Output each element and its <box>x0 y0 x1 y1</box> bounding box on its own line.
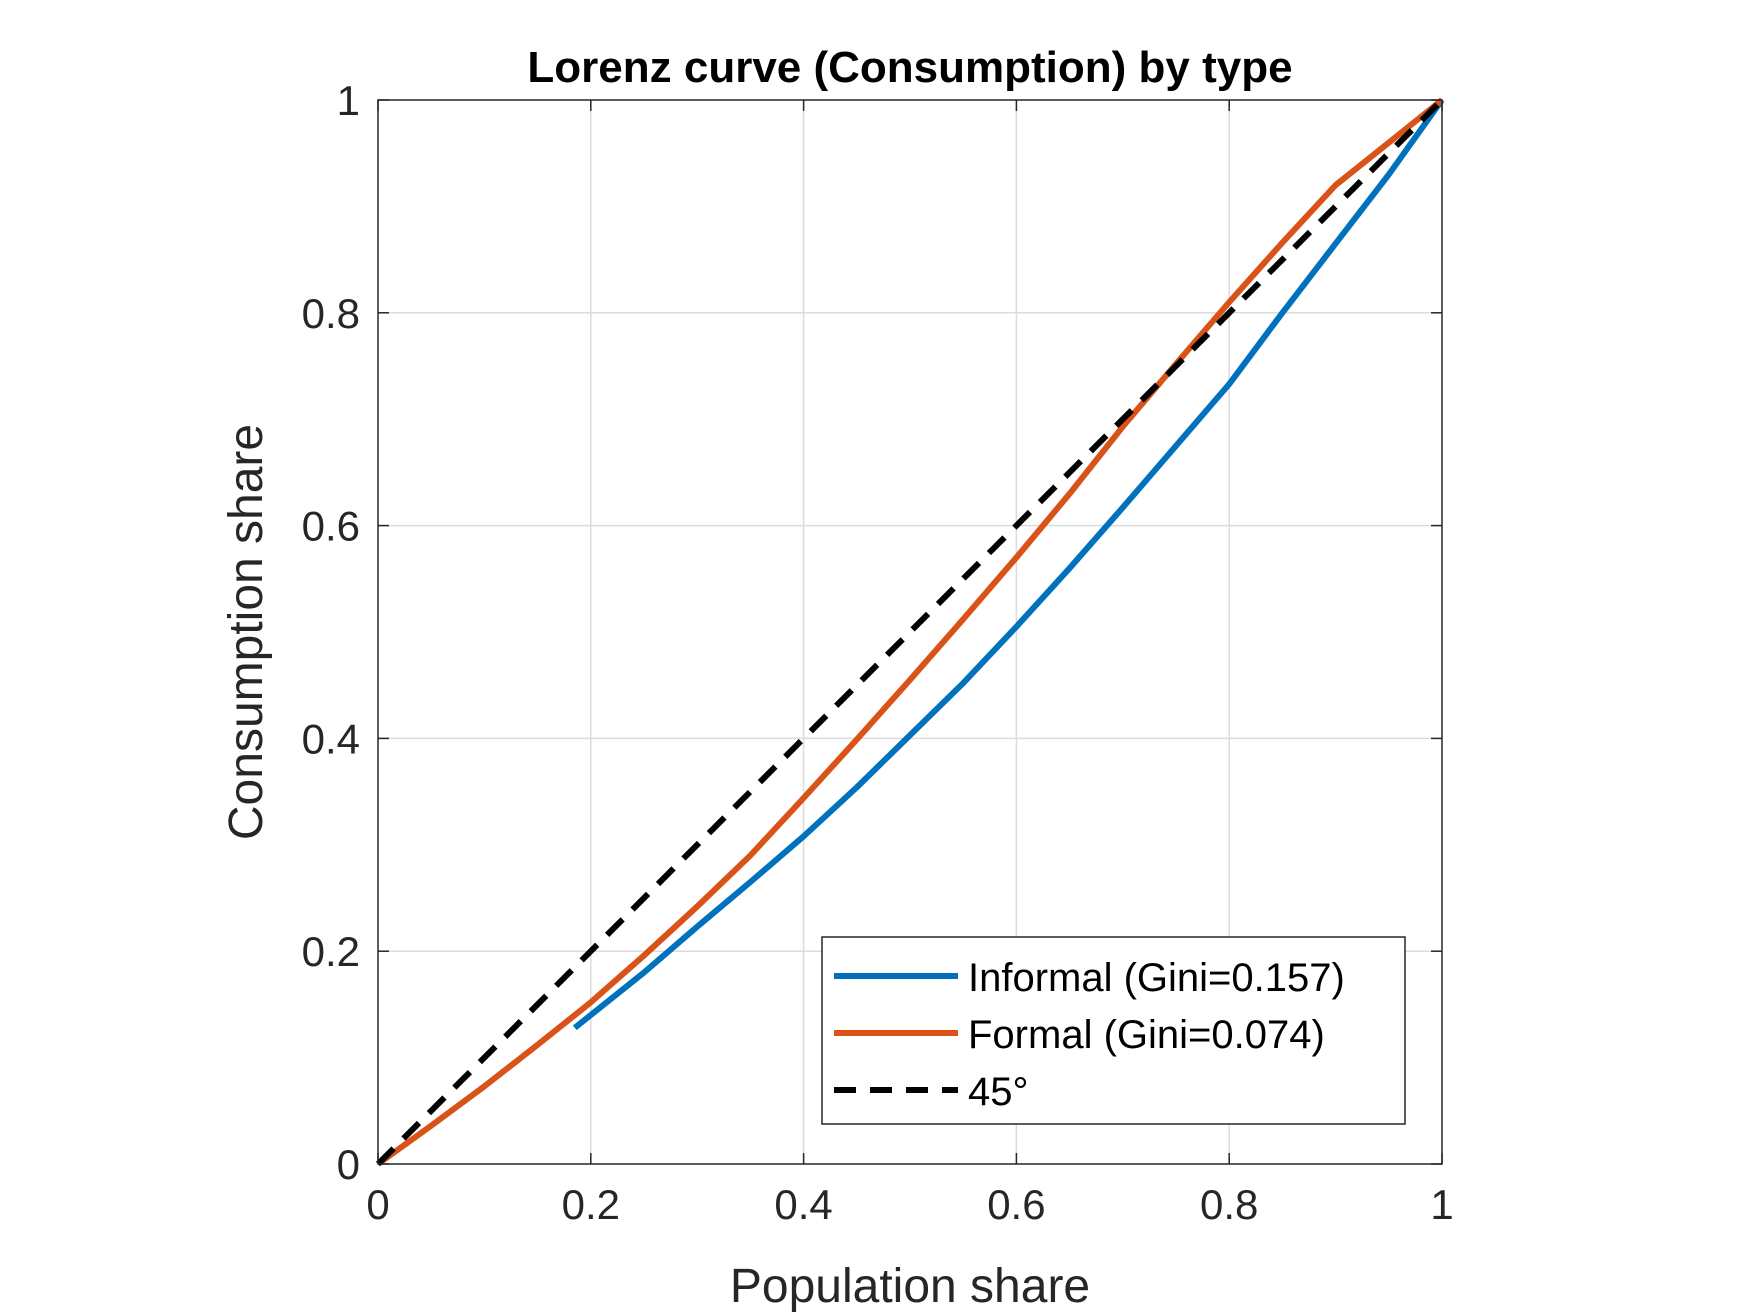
plot-frame <box>377 99 1443 1165</box>
y-tick-label: 0.8 <box>302 290 360 337</box>
y-tick-label: 0 <box>337 1141 360 1188</box>
axis-ticks: 0 0.2 0.4 0.6 0.8 1 0 0.2 0.4 0.6 0.8 1 <box>302 77 1454 1228</box>
series-lines <box>375 97 1445 1167</box>
legend-label-formal: Formal (Gini=0.074) <box>968 1013 1325 1057</box>
x-tick-label: 0.8 <box>1200 1181 1258 1228</box>
y-tick-label: 0.2 <box>302 928 360 975</box>
y-axis-label: Consumption share <box>220 424 273 840</box>
legend-label-45: 45° <box>968 1070 1029 1114</box>
legend[interactable]: Informal (Gini=0.157) Formal (Gini=0.074… <box>821 936 1406 1125</box>
legend-label-informal: Informal (Gini=0.157) <box>968 956 1345 1000</box>
x-tick-label: 1 <box>1430 1181 1453 1228</box>
x-tick-label: 0.6 <box>987 1181 1045 1228</box>
x-tick-label: 0.4 <box>774 1181 832 1228</box>
chart-title: Lorenz curve (Consumption) by type <box>527 43 1292 92</box>
y-tick-label: 0.4 <box>302 715 360 762</box>
y-tick-label: 0.6 <box>302 503 360 550</box>
x-tick-label: 0.2 <box>562 1181 620 1228</box>
formal-curve <box>376 97 1444 1167</box>
x-axis-label: Population share <box>730 1260 1090 1313</box>
informal-curve <box>572 98 1445 1031</box>
y-tick-label: 1 <box>337 77 360 124</box>
x-tick-label: 0 <box>366 1181 389 1228</box>
